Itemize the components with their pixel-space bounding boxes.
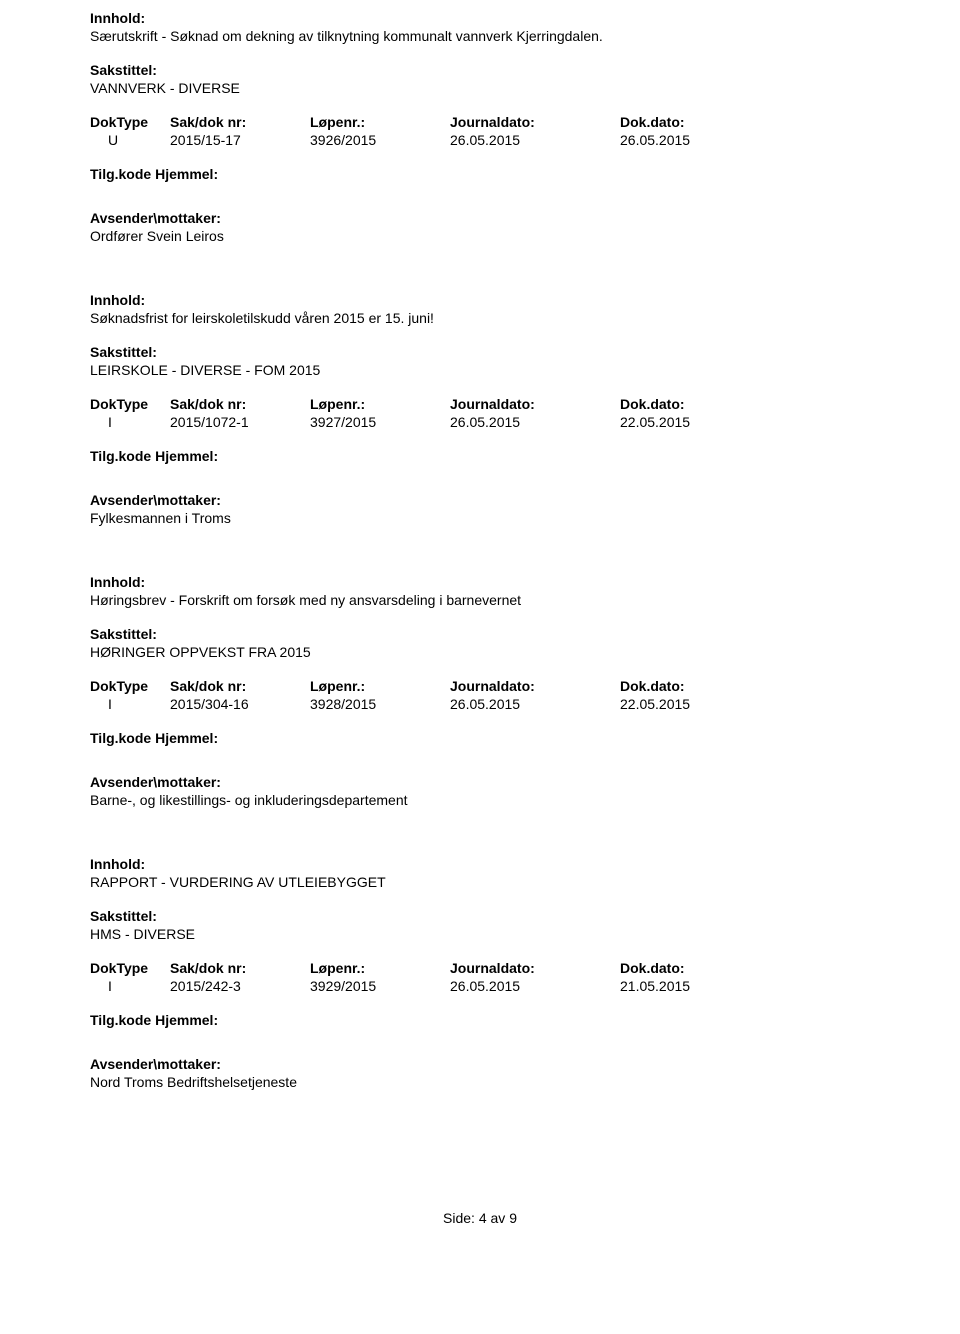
innhold-label: Innhold: (90, 856, 870, 872)
avsender-text: Ordfører Svein Leiros (90, 228, 870, 244)
page-total: 9 (509, 1210, 517, 1226)
journal-entry: Innhold: Søknadsfrist for leirskoletilsk… (90, 292, 870, 526)
header-dokdato: Dok.dato: (620, 396, 760, 412)
innhold-label: Innhold: (90, 10, 870, 26)
tilgkode-label: Tilg.kode Hjemmel: (90, 730, 870, 746)
value-sakdoknr: 2015/15-17 (170, 132, 310, 148)
value-sakdoknr: 2015/304-16 (170, 696, 310, 712)
journal-entry: Innhold: Høringsbrev - Forskrift om fors… (90, 574, 870, 808)
avsender-label: Avsender\mottaker: (90, 774, 870, 790)
page-current: 4 (479, 1210, 487, 1226)
tilgkode-label: Tilg.kode Hjemmel: (90, 448, 870, 464)
header-dokdato: Dok.dato: (620, 960, 760, 976)
table-value-row: I 2015/242-3 3929/2015 26.05.2015 21.05.… (90, 978, 870, 994)
header-journaldato: Journaldato: (450, 396, 620, 412)
avsender-label: Avsender\mottaker: (90, 1056, 870, 1072)
document-page: Innhold: Særutskrift - Søknad om dekning… (0, 0, 960, 1266)
value-journaldato: 26.05.2015 (450, 978, 620, 994)
value-lopenr: 3926/2015 (310, 132, 450, 148)
innhold-label: Innhold: (90, 574, 870, 590)
header-lopenr: Løpenr.: (310, 960, 450, 976)
header-sakdoknr: Sak/dok nr: (170, 114, 310, 130)
journal-entry: Innhold: RAPPORT - VURDERING AV UTLEIEBY… (90, 856, 870, 1090)
table-header-row: DokType Sak/dok nr: Løpenr.: Journaldato… (90, 960, 870, 976)
value-doktype: U (90, 132, 170, 148)
sakstittel-label: Sakstittel: (90, 344, 870, 360)
tilgkode-label: Tilg.kode Hjemmel: (90, 166, 870, 182)
header-sakdoknr: Sak/dok nr: (170, 960, 310, 976)
value-lopenr: 3929/2015 (310, 978, 450, 994)
table-header-row: DokType Sak/dok nr: Løpenr.: Journaldato… (90, 396, 870, 412)
value-doktype: I (90, 978, 170, 994)
header-lopenr: Løpenr.: (310, 678, 450, 694)
innhold-text: RAPPORT - VURDERING AV UTLEIEBYGGET (90, 874, 870, 890)
value-lopenr: 3927/2015 (310, 414, 450, 430)
innhold-label: Innhold: (90, 292, 870, 308)
table-value-row: I 2015/1072-1 3927/2015 26.05.2015 22.05… (90, 414, 870, 430)
tilgkode-label: Tilg.kode Hjemmel: (90, 1012, 870, 1028)
avsender-text: Barne-, og likestillings- og inkludering… (90, 792, 870, 808)
header-journaldato: Journaldato: (450, 114, 620, 130)
header-doktype: DokType (90, 396, 170, 412)
value-lopenr: 3928/2015 (310, 696, 450, 712)
avsender-label: Avsender\mottaker: (90, 492, 870, 508)
value-journaldato: 26.05.2015 (450, 132, 620, 148)
header-doktype: DokType (90, 678, 170, 694)
avsender-text: Nord Troms Bedriftshelsetjeneste (90, 1074, 870, 1090)
avsender-text: Fylkesmannen i Troms (90, 510, 870, 526)
sakstittel-label: Sakstittel: (90, 908, 870, 924)
table-header-row: DokType Sak/dok nr: Løpenr.: Journaldato… (90, 114, 870, 130)
header-sakdoknr: Sak/dok nr: (170, 396, 310, 412)
innhold-text: Særutskrift - Søknad om dekning av tilkn… (90, 28, 870, 44)
header-doktype: DokType (90, 114, 170, 130)
value-dokdato: 22.05.2015 (620, 414, 760, 430)
journal-entry: Innhold: Særutskrift - Søknad om dekning… (90, 10, 870, 244)
header-doktype: DokType (90, 960, 170, 976)
value-doktype: I (90, 414, 170, 430)
sakstittel-label: Sakstittel: (90, 626, 870, 642)
value-dokdato: 22.05.2015 (620, 696, 760, 712)
value-dokdato: 26.05.2015 (620, 132, 760, 148)
sakstittel-text: VANNVERK - DIVERSE (90, 80, 870, 96)
value-sakdoknr: 2015/242-3 (170, 978, 310, 994)
av-label: av (491, 1210, 506, 1226)
header-lopenr: Løpenr.: (310, 114, 450, 130)
header-dokdato: Dok.dato: (620, 678, 760, 694)
header-journaldato: Journaldato: (450, 960, 620, 976)
value-sakdoknr: 2015/1072-1 (170, 414, 310, 430)
innhold-text: Søknadsfrist for leirskoletilskudd våren… (90, 310, 870, 326)
table-header-row: DokType Sak/dok nr: Løpenr.: Journaldato… (90, 678, 870, 694)
sakstittel-text: LEIRSKOLE - DIVERSE - FOM 2015 (90, 362, 870, 378)
innhold-text: Høringsbrev - Forskrift om forsøk med ny… (90, 592, 870, 608)
header-sakdoknr: Sak/dok nr: (170, 678, 310, 694)
value-dokdato: 21.05.2015 (620, 978, 760, 994)
sakstittel-text: HØRINGER OPPVEKST FRA 2015 (90, 644, 870, 660)
header-journaldato: Journaldato: (450, 678, 620, 694)
avsender-label: Avsender\mottaker: (90, 210, 870, 226)
table-value-row: U 2015/15-17 3926/2015 26.05.2015 26.05.… (90, 132, 870, 148)
header-dokdato: Dok.dato: (620, 114, 760, 130)
value-journaldato: 26.05.2015 (450, 696, 620, 712)
value-doktype: I (90, 696, 170, 712)
table-value-row: I 2015/304-16 3928/2015 26.05.2015 22.05… (90, 696, 870, 712)
sakstittel-label: Sakstittel: (90, 62, 870, 78)
sakstittel-text: HMS - DIVERSE (90, 926, 870, 942)
page-footer: Side: 4 av 9 (90, 1210, 870, 1226)
header-lopenr: Løpenr.: (310, 396, 450, 412)
side-label: Side: (443, 1210, 475, 1226)
value-journaldato: 26.05.2015 (450, 414, 620, 430)
